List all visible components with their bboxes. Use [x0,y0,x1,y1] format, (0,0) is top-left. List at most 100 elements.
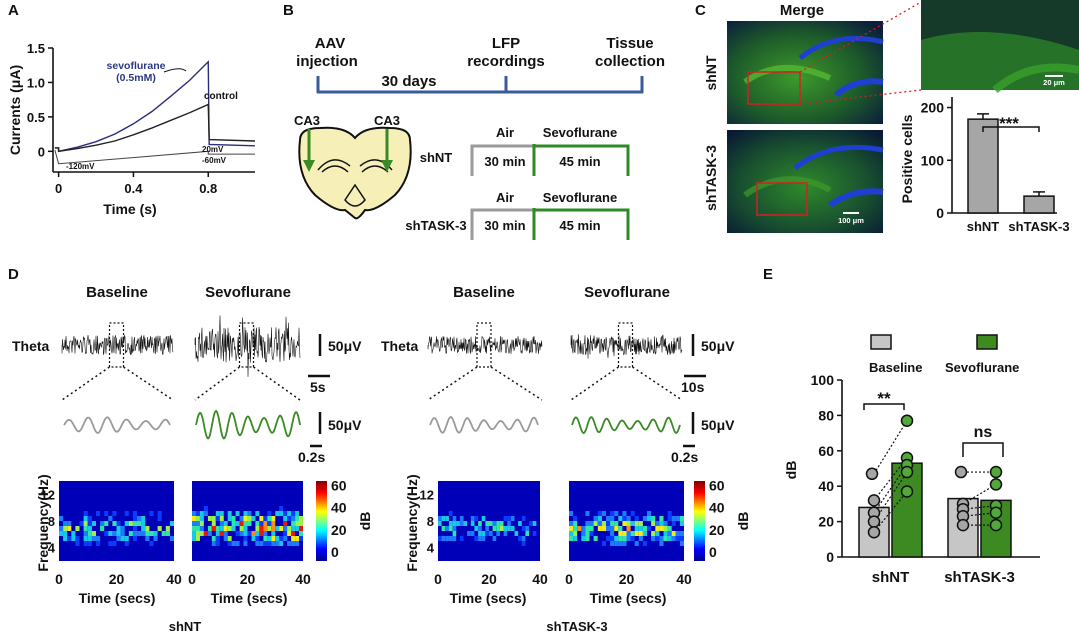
spectrogram-cell [263,526,268,531]
spectrogram-cell [622,541,627,546]
sevo-label-shtask3: Sevoflurane [584,284,670,301]
spectrogram-cell [199,516,204,521]
spectrogram-cell [606,521,611,526]
spectrogram-cell [267,526,272,531]
spectrogram-cell [642,516,648,521]
spectrogram-cell [251,516,256,521]
spectrogram-cell [231,521,236,526]
spectrogram-cell [606,516,611,521]
spectrogram-cell [87,536,92,541]
sevoflurane-label: sevoflurane [107,60,166,72]
panel-e-chart: 100 80 60 40 20 0 shNT shTASK-3 ** ns [811,372,1040,586]
spectrogram-cell [459,521,464,526]
spectrogram-cell [192,536,196,541]
spectrogram-cell [630,521,635,526]
injection-label: injection [296,53,358,70]
spectrogram-cell [663,521,668,526]
spectrogram-cell [219,531,224,536]
panel-e-xtick-label: shNT [872,569,910,586]
scale-time-1-label: 5s [310,379,326,395]
spectrogram-cell [438,521,442,526]
spectrogram-cell [231,516,236,521]
spectrogram-cell [239,526,244,531]
spectrogram-cell [295,536,300,541]
colorbar-shtask3-gradient [694,481,705,561]
spectrogram-cell [569,511,574,516]
baseline-point [867,494,881,507]
spectrogram-cell [112,521,117,526]
spectrogram-cell [532,521,537,526]
spectrogram-cell [496,531,500,536]
spectrogram-cell [622,511,627,516]
spectrogram-cell [63,536,68,541]
spectrograms [59,481,685,561]
panel-a-yticks: 1.5 1.0 0.5 0 [27,41,53,159]
spectrogram-cell [452,521,457,526]
spectrogram-cell [137,516,142,521]
spectrogram-cell [63,521,68,526]
spectrogram-cell [275,511,280,516]
panel-b: B AAV injection LFP recordings Tissue co… [283,2,665,240]
spectrogram-cell [532,531,537,536]
arrowhead-left-icon [303,160,315,172]
arrowhead-right-icon [381,160,393,172]
panel-e-letter: E [763,266,773,283]
spectrogram-cell [120,526,125,531]
spectrogram-cell [655,521,660,526]
spectrogram-cell [667,531,672,536]
scale-uv-2-label: 50μV [701,338,735,354]
spectrogram-cell [521,516,526,521]
spectrogram-cell [203,531,208,536]
micrograph-inset: 20 μm [921,0,1079,94]
spectrogram-cell [235,531,240,536]
panel-a: A Currents (μA) 1.5 1.0 0.5 0 0 0.4 0.8 Time … [7,2,256,217]
spectrogram-cell [601,526,607,531]
lfp-shnt-baseline-zoom-line-left [61,366,110,401]
cells-ylabel: Positive cells [899,114,915,203]
spectrogram-cell [271,531,276,536]
spectrogram-cell [489,521,493,526]
spectrogram-cell [239,516,244,521]
colorbar-tick-label: 20 [709,522,725,538]
colorbar-tick-label: 60 [331,477,347,493]
spectrogram-cell [585,521,590,526]
spectrogram-shtask3-sevoflurane [569,481,685,561]
lfp-shtask3-baseline-zoom-box [476,322,492,368]
panel-a-xticks: 0 0.4 0.8 [55,172,217,196]
lfp-shnt-baseline-zoom-box [108,322,125,368]
lfp-shnt-sevoflurane-zoom-box [238,322,255,368]
panel-e-points [865,414,1003,539]
spectrogram-cell [634,526,639,531]
panel-d-letter: D [8,266,19,283]
control-label: control [204,91,238,102]
freq-tick-label-shnt: 4 [48,541,56,556]
spectrogram-cell [91,531,97,536]
spectrogram-cell [263,516,268,521]
group-left-label: shNT [169,619,202,632]
panel-a-ytick-label: 1.5 [27,41,45,56]
lfp-shtask3-baseline-zoom-line-left [427,366,478,401]
spectrogram-cell [255,526,260,531]
sevo-label-shnt: Sevoflurane [205,284,291,301]
spectrogram-cell [287,541,292,546]
lfp-label: LFP [492,35,520,52]
spectrogram-cell [634,516,639,521]
lfp-shtask3-baseline [427,335,543,354]
time-tick-label: 0 [55,571,63,587]
spectrogram-cell [231,526,236,531]
spectrogram-cell [581,526,586,531]
hippocampus-right [359,159,393,173]
air-label-2: Air [496,190,514,205]
spectrogram-cell [507,521,511,526]
spectrogram-cell [589,521,594,526]
spectrogram-cell [291,541,296,546]
time-ticks: 0 20 40 0 20 40 0 20 40 0 20 40 [55,571,692,587]
spectrogram-cell [614,511,619,516]
spectrogram-cell [227,536,232,541]
spectrogram-cell [291,526,296,531]
spectrogram-cell [521,526,526,531]
spectrogram-cell [132,536,138,541]
spectrogram-cell [626,526,631,531]
spectrogram-cell [496,526,500,531]
spectrogram-cell [83,531,88,536]
